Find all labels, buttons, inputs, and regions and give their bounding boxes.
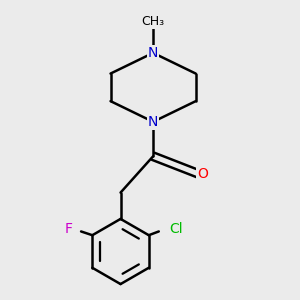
Text: F: F: [64, 222, 72, 236]
Text: O: O: [197, 167, 208, 181]
Text: Cl: Cl: [169, 222, 182, 236]
Text: N: N: [148, 46, 158, 60]
Text: N: N: [148, 115, 158, 129]
Text: CH₃: CH₃: [142, 15, 165, 28]
